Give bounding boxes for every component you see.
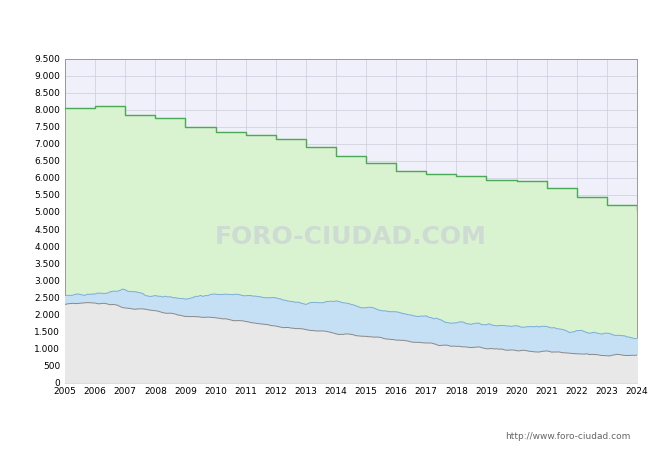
Text: Villablino - Evolucion de la poblacion en edad de Trabajar Mayo de 2024: Villablino - Evolucion de la poblacion e… [84, 18, 566, 31]
Text: http://www.foro-ciudad.com: http://www.foro-ciudad.com [505, 432, 630, 441]
Text: FORO-CIUDAD.COM: FORO-CIUDAD.COM [215, 225, 487, 249]
